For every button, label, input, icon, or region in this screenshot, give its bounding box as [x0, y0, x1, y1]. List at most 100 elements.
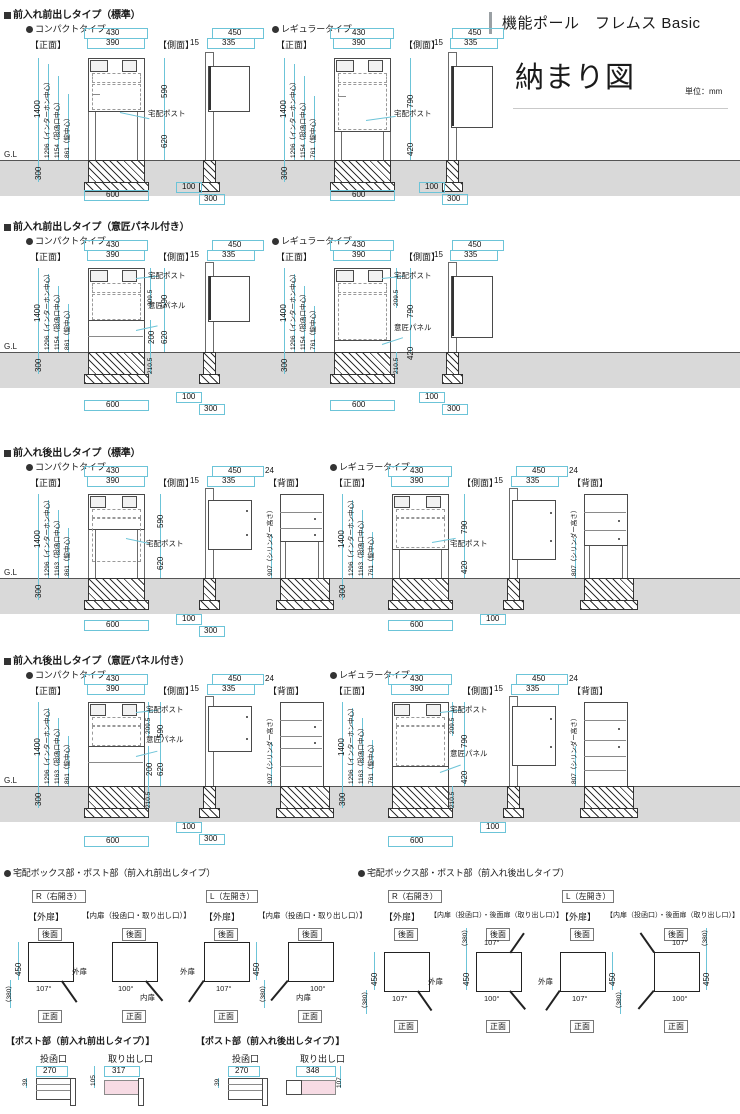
dim-3b-side-extra: 24 — [569, 466, 578, 475]
dim-3b-cyl: 807（シリンダー高さ） — [571, 506, 578, 576]
dim-2a-side-outer: 450 — [228, 240, 242, 249]
dimline-3b-790 — [464, 494, 465, 548]
foundation-4a — [88, 786, 145, 810]
rear-divider-3a-2 — [280, 528, 322, 529]
hand-label-rear-l: L（左開き） — [562, 890, 615, 903]
dim-r-l-380: （380） — [616, 988, 623, 1012]
dim-4b-side-base: 100 — [486, 822, 500, 831]
post-slot-line-1a2 — [36, 1090, 70, 1091]
dimline-f-l-450 — [256, 942, 257, 980]
gl-label-4: G.L — [4, 776, 17, 785]
dimline-4a-200 — [148, 746, 149, 786]
angle-f-l-inner: 100° — [310, 984, 326, 993]
dimline-3b-v1 — [352, 500, 353, 578]
dimline-3b-1400 — [342, 494, 343, 578]
door-box-r-r-inner — [476, 952, 522, 992]
dim-f-r-450: 450 — [14, 962, 23, 976]
delivery-slot-4b — [396, 726, 445, 766]
dimline-2b-1400 — [284, 268, 285, 352]
dimline-3a-v1 — [48, 500, 49, 578]
dim-3a-r2: 620 — [156, 556, 165, 570]
group-title-1-compact: コンパクトタイプ — [26, 22, 106, 35]
dim-4b-side-outer: 450 — [532, 674, 546, 683]
dim-4b-r1: 209.5 — [449, 717, 456, 734]
footing-side-3b — [503, 600, 524, 610]
hinge-dot-3b-2 — [550, 540, 552, 542]
dim-4a-v1: 1296（インターホン中心） — [44, 704, 51, 784]
dim-box-4b-side-335 — [511, 684, 559, 695]
footing-1b — [330, 182, 395, 192]
speaker-panel-4a — [122, 704, 137, 716]
section-title-2: 前入れ前出しタイプ（意匠パネル付き） — [4, 218, 190, 233]
dim-box-3a-side-300 — [199, 626, 225, 637]
dim-1a-side-left: 15 — [190, 38, 199, 47]
dim-4b-side-right: 335 — [526, 684, 540, 693]
dim-box-1b-side-335 — [450, 38, 498, 49]
section-title-1: 前入れ前出しタイプ（標準） — [4, 6, 141, 21]
face-label-f-l-inner-bottom: 正面 — [298, 1010, 322, 1023]
dim-2b-outer: 430 — [352, 240, 366, 249]
dimline-1b-300 — [284, 160, 285, 182]
dimline-1b-v2 — [304, 76, 305, 160]
rear-divider-4a-3 — [280, 748, 322, 749]
group-title-2-regular: レギュラータイプ — [272, 234, 352, 247]
dim-4a-side-outer: 450 — [228, 674, 242, 683]
dim-box-3b-side-100 — [480, 614, 506, 625]
post-item-label-1a: 投函口 — [40, 1054, 68, 1064]
dimline-3b-cyl — [575, 538, 576, 578]
footing-1a — [84, 182, 149, 192]
dim-3b-total: 1400 — [337, 530, 346, 548]
dim-4a-side-right: 335 — [222, 684, 236, 693]
dimline-2b-790 — [410, 268, 411, 340]
panel-title-r-l-inner: 【内扉（投函口）・後面扉（取り出し口）】 — [606, 912, 739, 919]
face-label-f-l-inner: 後面 — [298, 928, 322, 941]
door-swing-r-r-inner-bot — [509, 990, 527, 1010]
foundation-2b — [334, 352, 391, 376]
view-label-rear-3b: 【背面】 — [572, 478, 609, 488]
intercom-panel-1a — [90, 60, 108, 72]
face-label-f-r-inner: 後面 — [122, 928, 146, 941]
intercom-panel-1b — [336, 60, 354, 72]
unit-side-1b — [451, 66, 493, 128]
hinge-dot-3b-1 — [550, 512, 552, 514]
hinge-dot-4b-1 — [550, 718, 552, 720]
dim-box-4a-side-335 — [207, 684, 255, 695]
view-label-side-2a: 【側面】 — [158, 252, 195, 262]
dimline-f-r-380 — [10, 980, 11, 1008]
dimline-1a-300 — [38, 160, 39, 182]
dimline-4b-300 — [342, 786, 343, 808]
leader-1a-post — [119, 112, 150, 120]
keypad-1b — [338, 73, 387, 83]
group-title-4-compact: コンパクトタイプ — [26, 668, 106, 681]
dim-2b-v1: 1296（インターホン中心） — [290, 270, 297, 350]
footing-side-2a — [199, 374, 220, 384]
dim-3a-total: 1400 — [33, 530, 42, 548]
dim-box-2a-390 — [87, 250, 145, 261]
pole-left-1b — [334, 130, 342, 162]
dim-f-r-380: （380） — [6, 982, 13, 1006]
note-1b-post: 宅配ポスト — [394, 109, 432, 118]
keypad-2b — [338, 283, 387, 293]
post-item-label-2a: 投函口 — [232, 1054, 260, 1064]
dim-4b-v2: 1163（投函口中心） — [358, 724, 365, 784]
dimline-p1b-h — [94, 1066, 95, 1088]
dimline-1b-v1 — [294, 64, 295, 160]
delivery-slot-4a — [92, 726, 141, 746]
dim-2b-side-base2: 300 — [447, 404, 461, 413]
dim-2b-inner: 390 — [352, 250, 366, 259]
dim-box-1b-side-300 — [442, 194, 468, 205]
footing-2a — [84, 374, 149, 384]
post-outlet-2b-left — [286, 1080, 302, 1095]
tag-r-l-outer: 外扉 — [538, 977, 553, 986]
dim-2a-outer: 430 — [106, 240, 120, 249]
dim-1a-depth: 300 — [34, 166, 43, 180]
cylinder-dot-3b-1 — [618, 520, 620, 522]
panel-title-r-l-outer: 【外扉】 — [560, 912, 597, 922]
footing-side-2b — [442, 374, 463, 384]
note-3a-post: 宅配ポスト — [146, 539, 184, 548]
dim-p2a-w: 270 — [235, 1066, 249, 1075]
dim-4a-side-left: 15 — [190, 684, 199, 693]
speaker-panel-4b — [426, 704, 441, 716]
rear-divider-4a-4 — [280, 766, 322, 767]
footing-4a — [84, 808, 149, 818]
